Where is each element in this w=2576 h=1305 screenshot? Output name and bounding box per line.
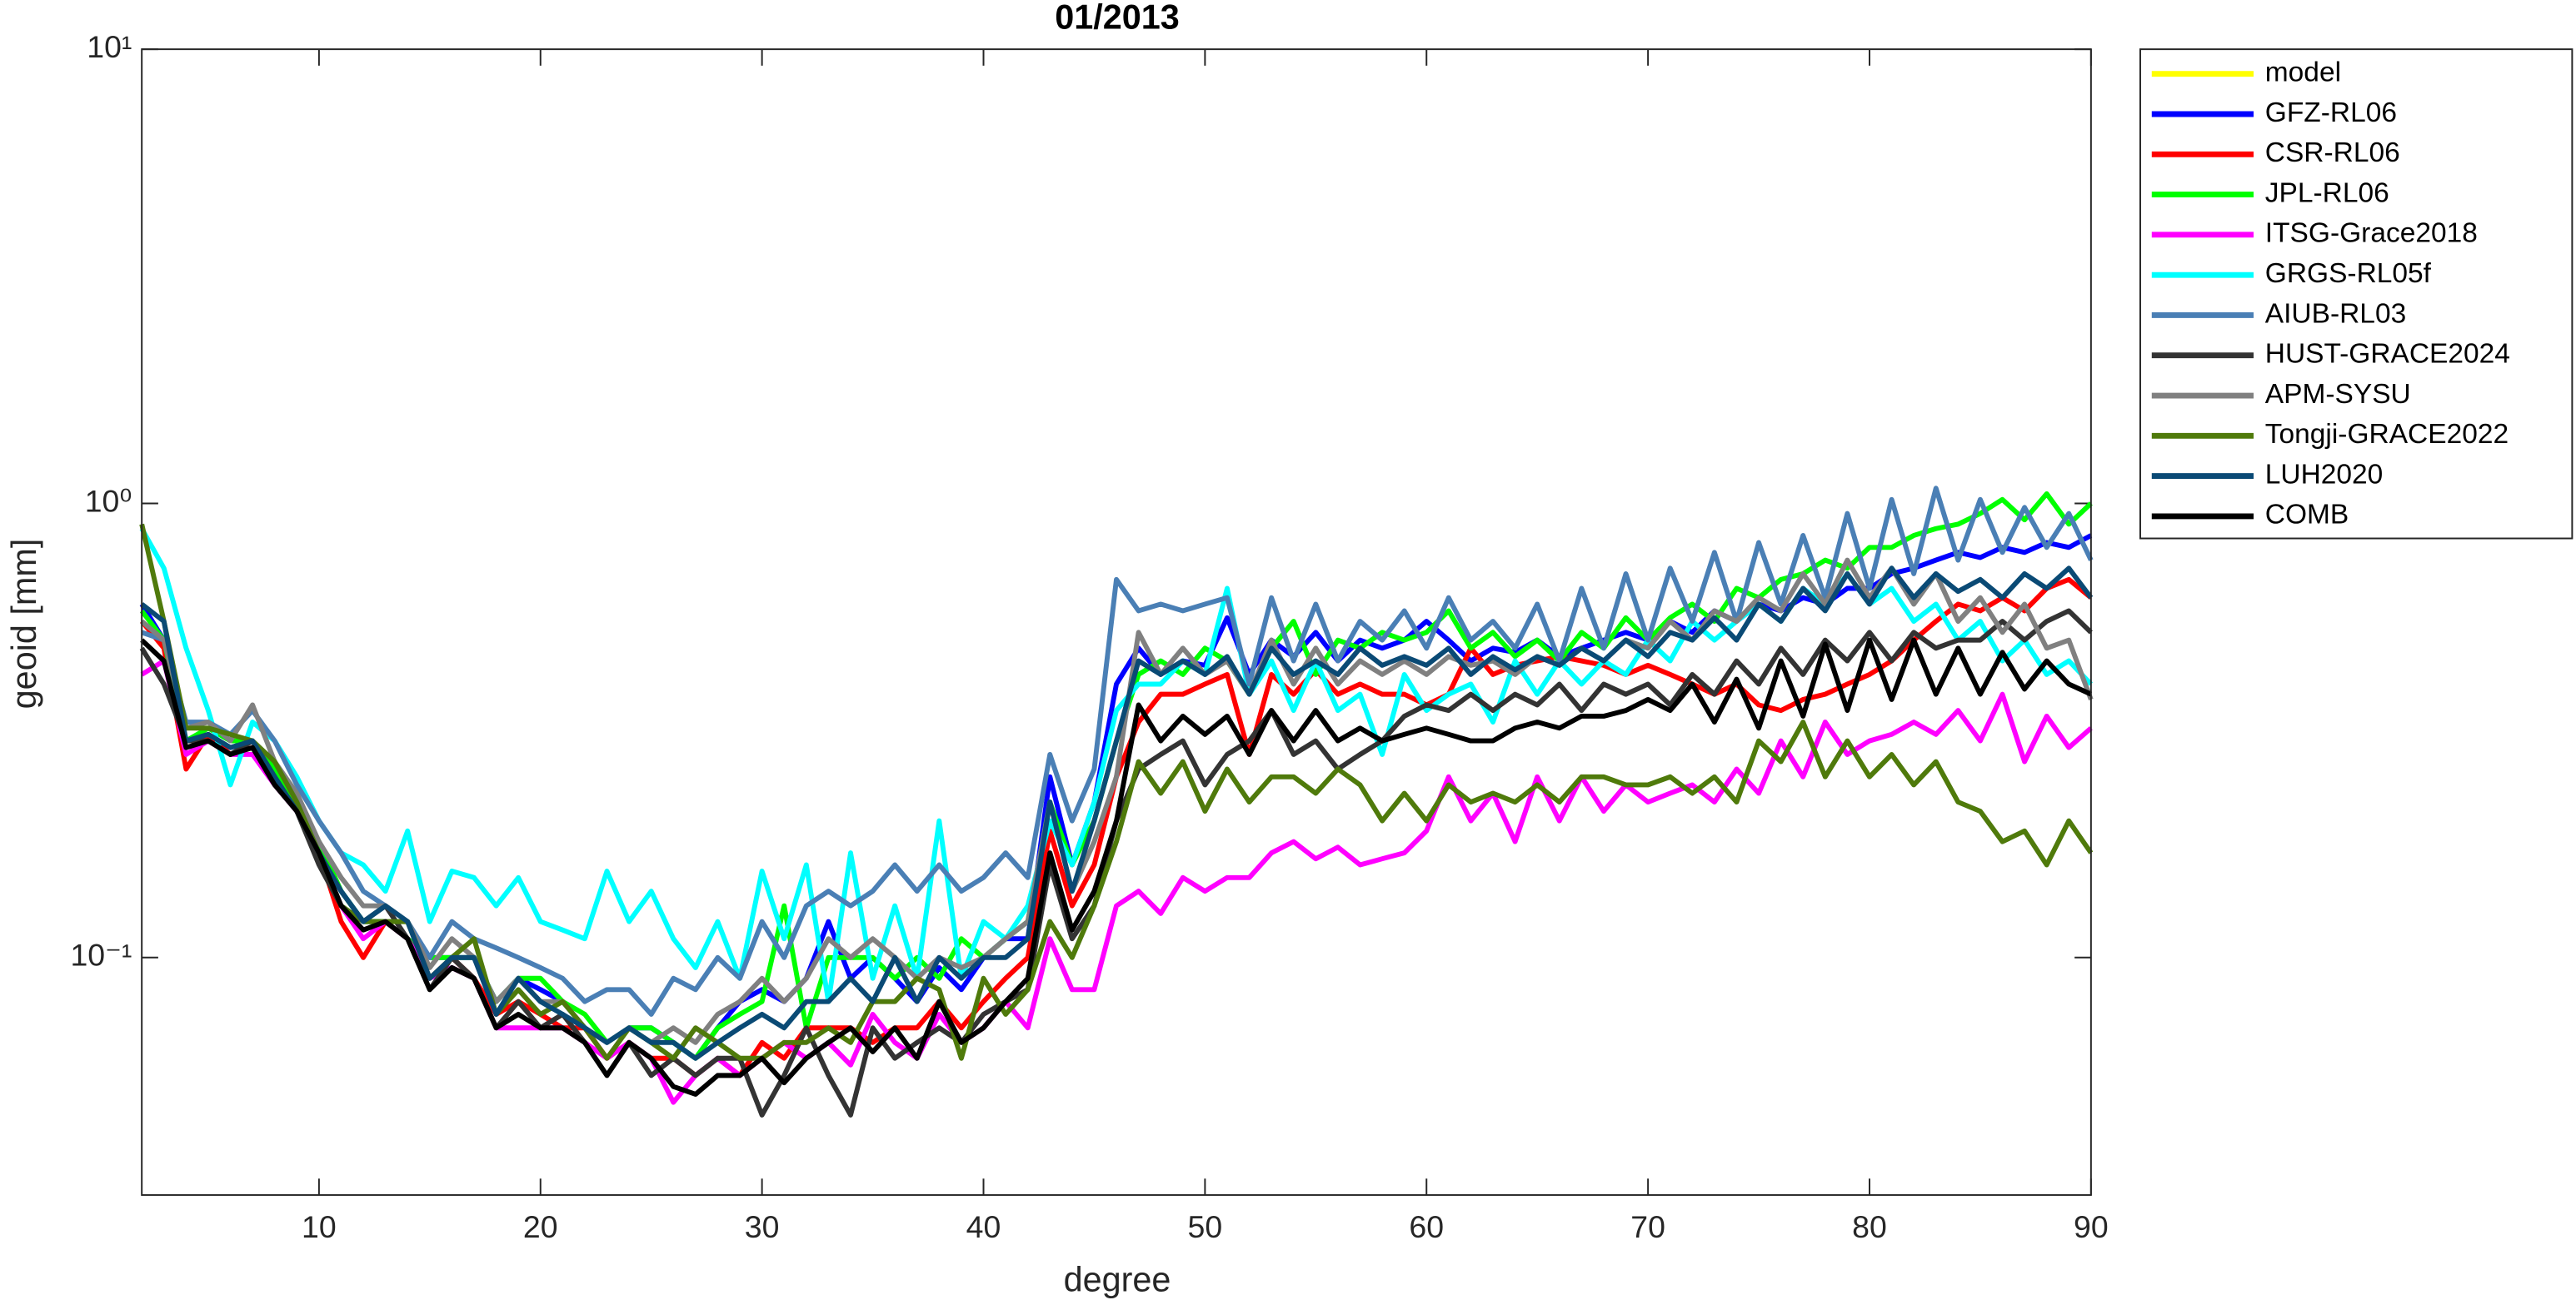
series-line (140, 557, 2094, 1045)
y-tick-label: 10⁰ (85, 483, 132, 518)
x-axis-label: degree (1064, 1260, 1171, 1298)
plot-area (139, 48, 2094, 1195)
legend-label: JPL-RL06 (2265, 177, 2389, 208)
legend-label: HUST-GRACE2024 (2265, 339, 2510, 370)
x-tick-label: 50 (1188, 1209, 1223, 1244)
legend: model GFZ-RL06 CSR-RL06 JPL-RL06 ITSG-Grace2… (2139, 48, 2574, 540)
legend-label: COMB (2265, 500, 2349, 530)
legend-label: CSR-RL06 (2265, 137, 2400, 168)
axes-box (141, 48, 2092, 1196)
chart-title: 01/2013 (1055, 0, 1180, 37)
legend-label: AIUB-RL03 (2265, 298, 2406, 329)
legend-label: model (2265, 57, 2341, 88)
x-tick-label: 90 (2074, 1209, 2109, 1244)
x-tick-label: 40 (966, 1209, 1001, 1244)
legend-label: LUH2020 (2265, 459, 2384, 490)
y-tick-label: 10⁻¹ (70, 938, 132, 973)
x-tick-label: 10 (302, 1209, 337, 1244)
series-line (139, 523, 2094, 1061)
legend-label: APM-SYSU (2265, 379, 2411, 410)
series-line (141, 486, 2094, 1017)
y-tick-label: 10¹ (87, 29, 132, 64)
legend-label: GFZ-RL06 (2265, 97, 2397, 128)
x-tick-label: 20 (523, 1209, 558, 1244)
x-tick-label: 70 (1630, 1209, 1665, 1244)
series-line (140, 565, 2094, 1061)
x-tick-label: 80 (1852, 1209, 1887, 1244)
legend-box (2139, 48, 2574, 540)
legend-label: GRGS-RL05f (2265, 258, 2432, 289)
series-line (140, 637, 2093, 1097)
legend-label: Tongji-GRACE2022 (2265, 419, 2509, 450)
x-tick-label: 60 (1409, 1209, 1444, 1244)
x-tick-label: 30 (745, 1209, 780, 1244)
y-axis-label: geoid [mm] (5, 539, 43, 710)
legend-label: ITSG-Grace2018 (2265, 218, 2478, 249)
